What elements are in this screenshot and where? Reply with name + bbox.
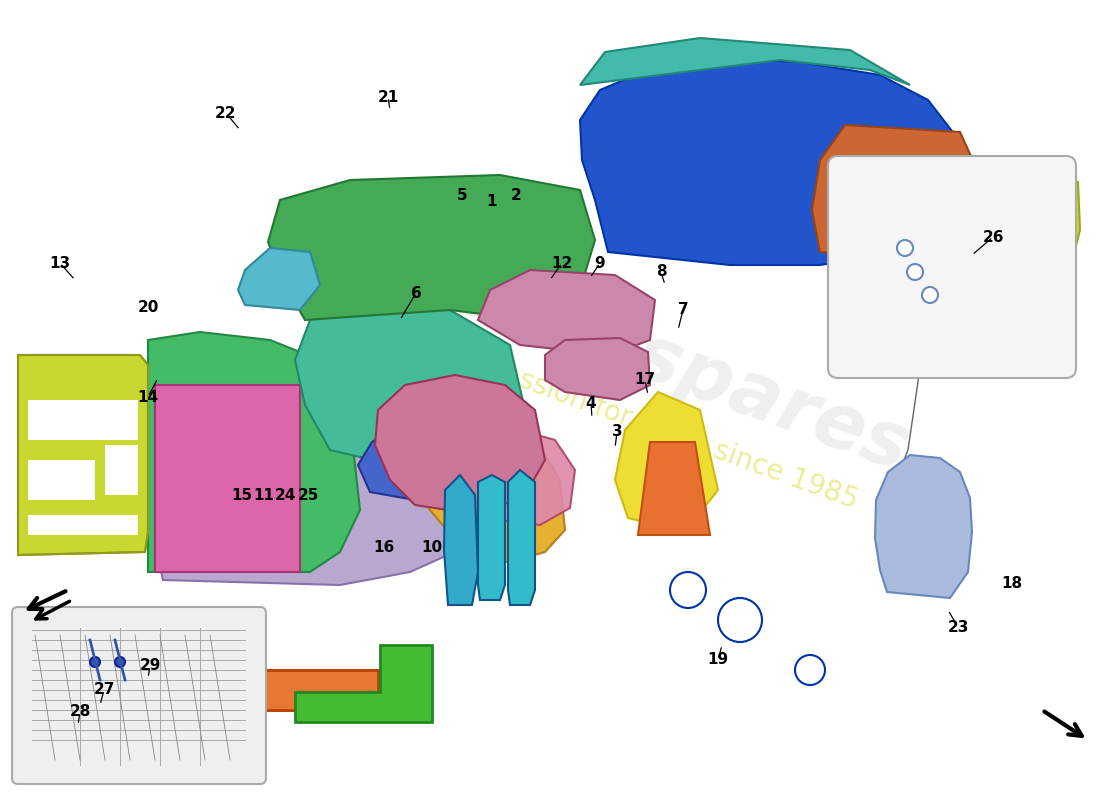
- Polygon shape: [28, 400, 138, 440]
- Polygon shape: [168, 612, 214, 710]
- Text: a passion for parts since 1985: a passion for parts since 1985: [458, 345, 862, 515]
- Polygon shape: [375, 375, 544, 515]
- Polygon shape: [238, 248, 320, 310]
- Polygon shape: [580, 58, 958, 265]
- Text: 17: 17: [635, 373, 656, 387]
- Text: 4: 4: [585, 395, 596, 410]
- Text: 12: 12: [551, 255, 573, 270]
- Polygon shape: [638, 442, 710, 535]
- Text: 11: 11: [253, 487, 275, 502]
- Text: 20: 20: [138, 301, 158, 315]
- Circle shape: [90, 657, 100, 667]
- Circle shape: [795, 655, 825, 685]
- Circle shape: [922, 287, 938, 303]
- Polygon shape: [358, 425, 434, 500]
- Polygon shape: [544, 338, 650, 400]
- Polygon shape: [295, 305, 525, 480]
- Text: 8: 8: [656, 265, 667, 279]
- Text: 2: 2: [510, 189, 521, 203]
- Text: 18: 18: [1001, 575, 1023, 590]
- Polygon shape: [155, 385, 300, 572]
- Polygon shape: [295, 645, 432, 722]
- Polygon shape: [925, 162, 1080, 278]
- Polygon shape: [478, 475, 505, 600]
- Polygon shape: [28, 460, 95, 500]
- Text: 27: 27: [94, 682, 114, 698]
- Polygon shape: [268, 175, 595, 320]
- Text: eurospares: eurospares: [440, 253, 920, 487]
- Polygon shape: [444, 475, 478, 605]
- Text: 21: 21: [377, 90, 398, 105]
- Text: 3: 3: [612, 425, 623, 439]
- Text: 28: 28: [69, 705, 90, 719]
- Text: 26: 26: [982, 230, 1003, 245]
- Text: 5: 5: [456, 189, 468, 203]
- Polygon shape: [168, 612, 214, 710]
- Polygon shape: [874, 455, 972, 598]
- Text: 16: 16: [373, 539, 395, 554]
- Polygon shape: [18, 355, 148, 555]
- Text: 24: 24: [274, 487, 296, 502]
- Polygon shape: [812, 125, 975, 258]
- Polygon shape: [168, 670, 378, 710]
- Text: 29: 29: [140, 658, 161, 674]
- Polygon shape: [615, 392, 718, 532]
- Polygon shape: [148, 355, 495, 585]
- Text: 19: 19: [707, 653, 728, 667]
- Text: 15: 15: [231, 487, 253, 502]
- Text: 13: 13: [50, 255, 70, 270]
- Polygon shape: [168, 670, 378, 710]
- Circle shape: [116, 657, 125, 667]
- Polygon shape: [460, 430, 575, 525]
- Text: 7: 7: [678, 302, 689, 318]
- Text: 1: 1: [486, 194, 497, 210]
- Circle shape: [718, 598, 762, 642]
- Polygon shape: [163, 352, 565, 562]
- Text: 14: 14: [138, 390, 158, 405]
- FancyBboxPatch shape: [828, 156, 1076, 378]
- FancyBboxPatch shape: [12, 607, 266, 784]
- Text: 22: 22: [216, 106, 236, 121]
- Text: 9: 9: [595, 255, 605, 270]
- Text: 25: 25: [297, 487, 319, 502]
- Circle shape: [670, 572, 706, 608]
- Polygon shape: [478, 270, 654, 355]
- Polygon shape: [148, 332, 360, 572]
- Circle shape: [908, 264, 923, 280]
- Polygon shape: [508, 470, 535, 605]
- Text: 23: 23: [947, 619, 969, 634]
- Text: 6: 6: [410, 286, 421, 301]
- Circle shape: [896, 240, 913, 256]
- Polygon shape: [580, 38, 910, 85]
- Text: 10: 10: [421, 539, 442, 554]
- Polygon shape: [104, 445, 138, 495]
- Polygon shape: [28, 515, 138, 535]
